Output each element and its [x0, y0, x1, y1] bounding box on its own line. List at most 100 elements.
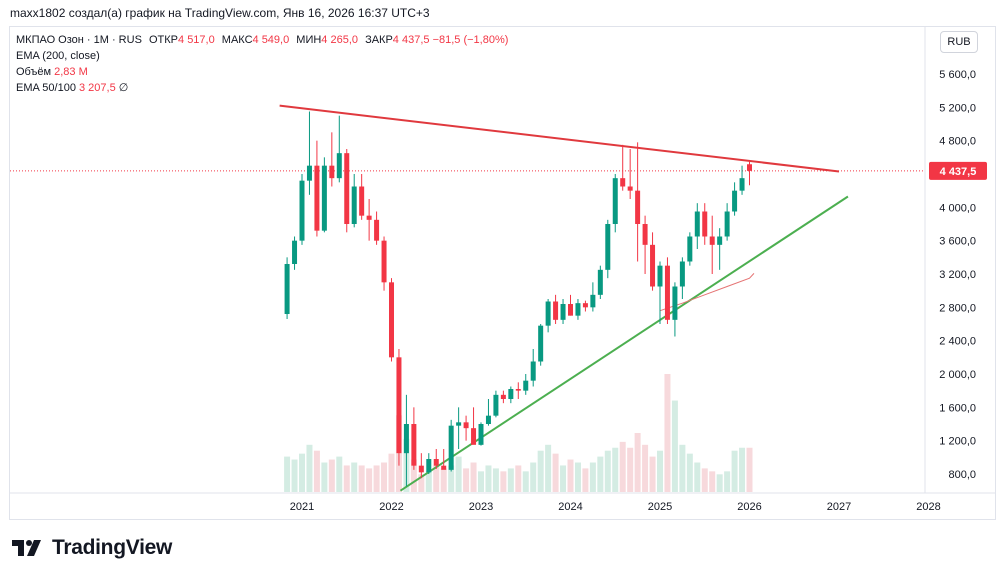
tradingview-logo[interactable]: TradingView: [12, 534, 172, 562]
candle: [336, 115, 342, 183]
candle: [575, 299, 581, 320]
candle-body: [568, 304, 573, 316]
high-label: МАКС: [221, 34, 253, 46]
volume-bar: [709, 471, 716, 492]
candle: [366, 199, 372, 241]
volume-bar: [440, 468, 447, 492]
x-tick-label: 2023: [469, 501, 493, 513]
x-tick-label: 2026: [737, 501, 761, 513]
y-tick-label: 1 200,0: [939, 436, 976, 448]
open-label: ОТКР: [148, 34, 179, 46]
candle-body: [694, 211, 700, 237]
candle-body: [582, 303, 588, 308]
y-tick-label: 2 000,0: [939, 369, 976, 381]
candle-body: [709, 236, 715, 245]
candle-body: [321, 165, 327, 231]
y-tick-label: 5 200,0: [939, 102, 976, 114]
candle-body: [508, 389, 514, 399]
candle-body: [553, 301, 559, 320]
volume-bar: [299, 453, 305, 492]
volume-bar: [530, 462, 537, 492]
volume-bar: [739, 447, 746, 492]
volume-bar: [515, 465, 522, 492]
x-tick-label: 2027: [827, 501, 851, 513]
candle-body: [306, 165, 312, 181]
legend-ema200-row[interactable]: EMA (200, close): [16, 48, 508, 64]
candle: [672, 282, 678, 337]
currency-button[interactable]: RUB: [940, 31, 978, 53]
candle-body: [366, 215, 372, 220]
change-value: −81,5 (−1,80%): [432, 34, 509, 46]
candle: [620, 144, 626, 191]
candle: [553, 294, 559, 324]
candle: [389, 278, 394, 362]
candle-body: [635, 190, 641, 224]
y-tick-label: 3 600,0: [939, 236, 976, 248]
candle: [314, 140, 320, 237]
candle-body: [336, 153, 342, 179]
ema50100-extra: ∅: [118, 82, 129, 94]
candle-body: [560, 304, 566, 320]
chart-pane[interactable]: [9, 26, 996, 520]
candle-body: [403, 424, 409, 454]
brand-name: TradingView: [52, 536, 173, 559]
volume-bar: [470, 462, 477, 492]
candle: [568, 294, 573, 316]
candle: [418, 453, 424, 479]
legend-ema50100-row[interactable]: EMA 50/100 3 207,5 ∅: [16, 80, 508, 96]
symbol-name[interactable]: МКПАО Озон · 1M · RUS: [16, 34, 142, 46]
candle: [724, 203, 730, 241]
candle: [456, 407, 462, 449]
volume-bar: [582, 468, 589, 492]
low-label: МИН: [296, 34, 322, 46]
volume-bar: [679, 444, 686, 492]
candle-body: [538, 325, 544, 362]
legend-volume-row[interactable]: Объём 2,83 M: [16, 64, 508, 80]
candle: [612, 174, 618, 233]
candle: [426, 453, 432, 474]
high-value: 4 549,0: [252, 34, 290, 46]
volume-bar: [478, 471, 484, 492]
candle-body: [739, 178, 745, 191]
candle: [374, 211, 380, 245]
candle-body: [359, 186, 365, 216]
candle: [627, 149, 633, 199]
candle: [493, 390, 499, 418]
candle: [739, 165, 745, 195]
candle: [292, 236, 298, 270]
y-tick-label: 1 600,0: [939, 402, 976, 414]
candle: [694, 203, 700, 249]
volume-label: Объём: [16, 66, 52, 78]
candle: [329, 132, 335, 187]
candle: [381, 236, 387, 291]
candle: [657, 261, 663, 324]
candle-body: [478, 424, 484, 445]
candle-body: [605, 224, 611, 270]
volume-bar: [664, 374, 671, 492]
candle-body: [642, 224, 648, 245]
volume-bar: [552, 453, 559, 492]
candle: [523, 374, 529, 395]
candle-body: [299, 180, 305, 241]
volume-bar: [716, 474, 723, 492]
volume-bar: [507, 468, 514, 492]
y-tick-label: 2 800,0: [939, 302, 976, 314]
volume-bar: [657, 450, 663, 492]
candle: [650, 232, 656, 291]
volume-bar: [388, 453, 395, 492]
candle: [709, 215, 715, 274]
legend: МКПАО Озон · 1M · RUS ОТКР4 517,0 МАКС4 …: [16, 32, 508, 96]
candle: [351, 174, 357, 228]
volume-bar: [612, 447, 619, 492]
x-tick-label: 2024: [558, 501, 582, 513]
candle: [411, 407, 417, 470]
candle-body: [284, 264, 290, 314]
volume-bar: [522, 471, 529, 492]
volume-bar: [321, 462, 328, 492]
tradingview-logo-icon: [12, 540, 41, 556]
candle-body: [523, 380, 529, 391]
candle-body: [702, 211, 708, 237]
candle-body: [724, 211, 730, 237]
candle: [441, 449, 447, 470]
